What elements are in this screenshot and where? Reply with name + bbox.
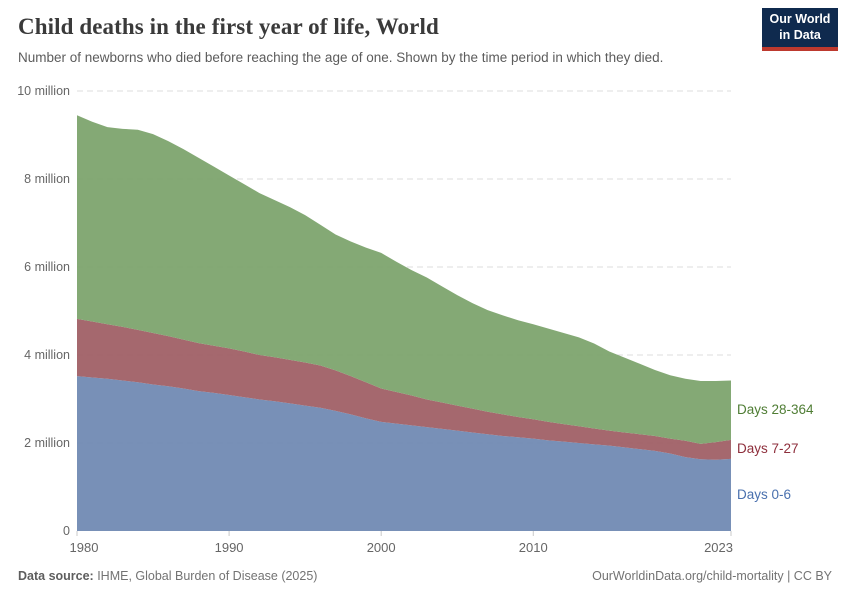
chart-title: Child deaths in the first year of life, … <box>18 14 439 39</box>
area-days-0-6[interactable] <box>77 376 731 531</box>
area-days-28-364[interactable] <box>77 115 731 444</box>
data-source-value: IHME, Global Burden of Disease (2025) <box>93 569 318 583</box>
y-axis-label: 4 million <box>24 348 70 362</box>
owid-logo[interactable]: Our World in Data <box>762 8 838 51</box>
x-axis-label: 2023 <box>704 540 733 555</box>
x-axis-label: 2010 <box>518 540 548 555</box>
x-axis-label: 2000 <box>366 540 396 555</box>
y-axis-label: 0 <box>63 524 70 538</box>
license-badge: CC BY <box>793 569 832 583</box>
legend-label-days-7-27[interactable]: Days 7-27 <box>737 441 799 457</box>
x-axis-label: 1990 <box>214 540 244 555</box>
legend-label-days-0-6[interactable]: Days 0-6 <box>737 486 792 502</box>
y-axis-label: 10 million <box>17 84 70 98</box>
footer-credits: OurWorldinData.org/child-mortality | CC … <box>592 569 832 583</box>
chart-subtitle: Number of newborns who died before reach… <box>18 50 664 65</box>
y-axis-label: 8 million <box>24 172 70 186</box>
y-axis-label: 2 million <box>24 436 70 450</box>
footer: Data source: IHME, Global Burden of Dise… <box>18 569 832 583</box>
separator: | <box>783 569 794 583</box>
y-axis-label: 6 million <box>24 260 70 274</box>
x-axis-label: 1980 <box>69 540 99 555</box>
area-days-7-27[interactable] <box>77 318 731 460</box>
legend-label-days-28-364[interactable]: Days 28-364 <box>737 402 814 418</box>
owid-logo-line2: in Data <box>779 27 821 42</box>
data-source-label: Data source: <box>18 569 94 583</box>
owid-logo-line1: Our World <box>769 12 831 27</box>
data-source: Data source: IHME, Global Burden of Dise… <box>18 569 317 583</box>
owid-url-link[interactable]: OurWorldinData.org/child-mortality <box>592 569 784 583</box>
